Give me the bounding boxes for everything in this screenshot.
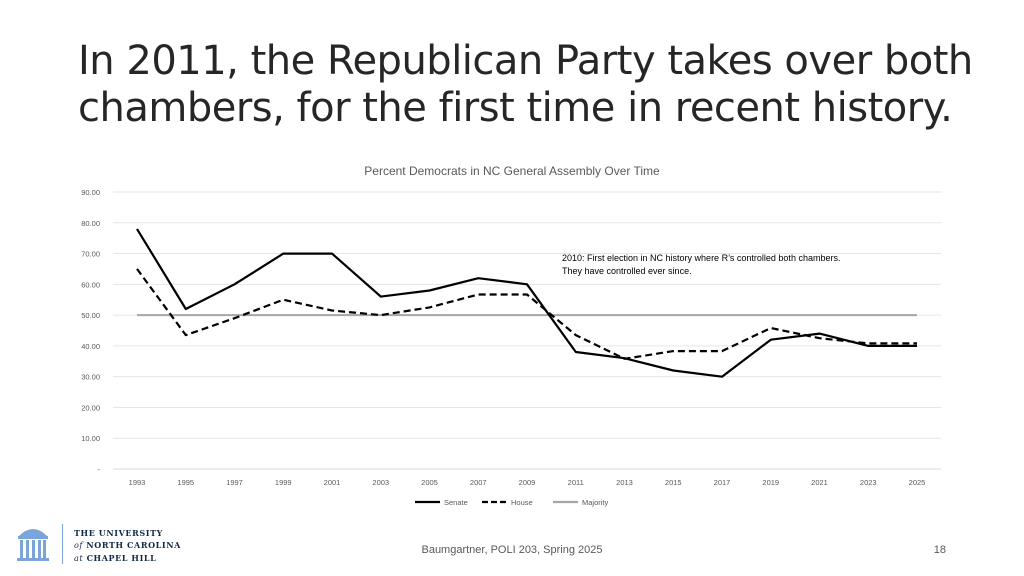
unc-logo: THE UNIVERSITY of NORTH CAROLINA at CHAP…: [16, 522, 196, 566]
line-chart: Percent Democrats in NC General Assembly…: [81, 164, 941, 507]
series-line-senate: [136, 228, 917, 378]
x-tick-label: 2001: [324, 478, 341, 487]
old-well-icon: [17, 529, 49, 561]
annotation-line-1: 2010: First election in NC history where…: [562, 253, 840, 263]
x-tick-label: 2021: [811, 478, 828, 487]
chart-title: Percent Democrats in NC General Assembly…: [364, 164, 660, 178]
x-tick-label: 2003: [372, 478, 389, 487]
x-tick-label: 2019: [762, 478, 779, 487]
y-tick-label: 60.00: [81, 280, 100, 289]
annotation-line-2: They have controlled ever since.: [562, 266, 692, 276]
x-tick-label: 1999: [275, 478, 292, 487]
legend-label-majority: Majority: [582, 498, 609, 507]
x-tick-label: 2011: [568, 478, 584, 487]
y-tick-label: 10.00: [81, 434, 100, 443]
y-tick-label: 50.00: [81, 311, 100, 320]
y-tick-label: 70.00: [81, 250, 100, 259]
gridlines: [113, 191, 941, 470]
x-tick-label: 2013: [616, 478, 633, 487]
x-axis-tick-labels: 1993 1995 1997 1999 2001 2003 2005 2007 2009 2011…: [129, 478, 926, 487]
chart-legend: Senate House Majority: [415, 498, 609, 507]
x-tick-label: 2025: [909, 478, 926, 487]
page-number: 18: [933, 544, 946, 556]
series-lines: [136, 228, 917, 378]
x-tick-label: 2005: [421, 478, 438, 487]
x-tick-label: 1995: [177, 478, 194, 487]
slide-footer: Baumgartner, POLI 203, Spring 2025: [421, 544, 603, 556]
x-tick-label: 2023: [860, 478, 877, 487]
x-tick-label: 2017: [714, 478, 731, 487]
y-tick-label: 30.00: [81, 373, 100, 382]
slide-title: In 2011, the Republican Party takes over…: [78, 38, 973, 131]
y-tick-label: 90.00: [81, 188, 100, 197]
x-tick-label: 1993: [129, 478, 146, 487]
y-tick-label: 20.00: [81, 403, 100, 412]
chart-annotation: 2010: First election in NC history where…: [562, 253, 840, 276]
logo-wordmark: THE UNIVERSITY of NORTH CAROLINA at CHAP…: [74, 528, 181, 563]
y-tick-label: 80.00: [81, 219, 100, 228]
x-tick-label: 1997: [226, 478, 243, 487]
y-axis-tick-labels: - 10.00 20.00 30.00 40.00 50.00 60.00 70.00 80.0…: [81, 188, 100, 474]
y-tick-label: -: [98, 465, 101, 474]
x-tick-label: 2007: [470, 478, 487, 487]
legend-label-senate: Senate: [444, 498, 468, 507]
legend-label-house: House: [511, 498, 533, 507]
y-tick-label: 40.00: [81, 342, 100, 351]
x-tick-label: 2015: [665, 478, 682, 487]
series-line-house: [136, 268, 917, 360]
x-tick-label: 2009: [519, 478, 536, 487]
